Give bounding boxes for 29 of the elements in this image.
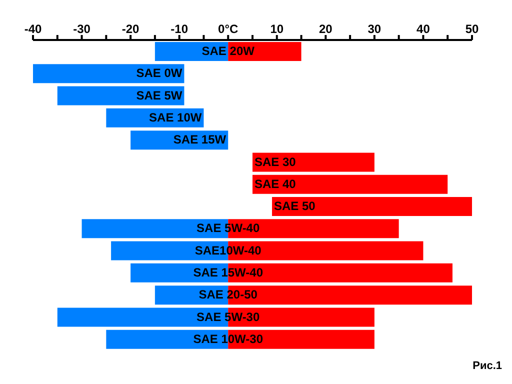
x-tick-label: -30 (73, 22, 91, 36)
x-tick-label: -40 (24, 22, 42, 36)
bar (252, 152, 374, 172)
bar (228, 286, 472, 305)
y-tick-label: SAE 40 (254, 176, 296, 191)
bar (154, 42, 228, 61)
x-tick-label: 0°C (218, 22, 239, 36)
y-tick-label: SAE10W-40 (194, 243, 262, 258)
x-tick-label: 10 (270, 22, 284, 36)
y-tick-label: SAE 0W (136, 66, 183, 80)
bar (154, 286, 228, 305)
y-tick-label: SAE 20W (202, 44, 256, 58)
y-tick-label: SAE 5W (136, 88, 183, 102)
y-tick-label: SAE 50 (274, 199, 316, 214)
bar (228, 42, 302, 61)
bar (33, 64, 184, 84)
x-tick-label: 50 (465, 22, 479, 36)
x-tick-label: 30 (368, 22, 382, 36)
y-tick-label: SAE 15W (173, 132, 227, 147)
x-tick-label: 40 (416, 22, 430, 36)
bar (252, 174, 448, 194)
y-tick-label: SAE 30 (254, 154, 296, 169)
x-tick-label: -10 (170, 22, 188, 36)
bar (272, 197, 472, 216)
x-tick-label: 20 (318, 22, 333, 36)
y-tick-label: SAE 10W (149, 110, 202, 124)
text: Рис.1 (472, 360, 502, 372)
bar (57, 86, 184, 106)
x-tick-label: -20 (122, 22, 140, 36)
